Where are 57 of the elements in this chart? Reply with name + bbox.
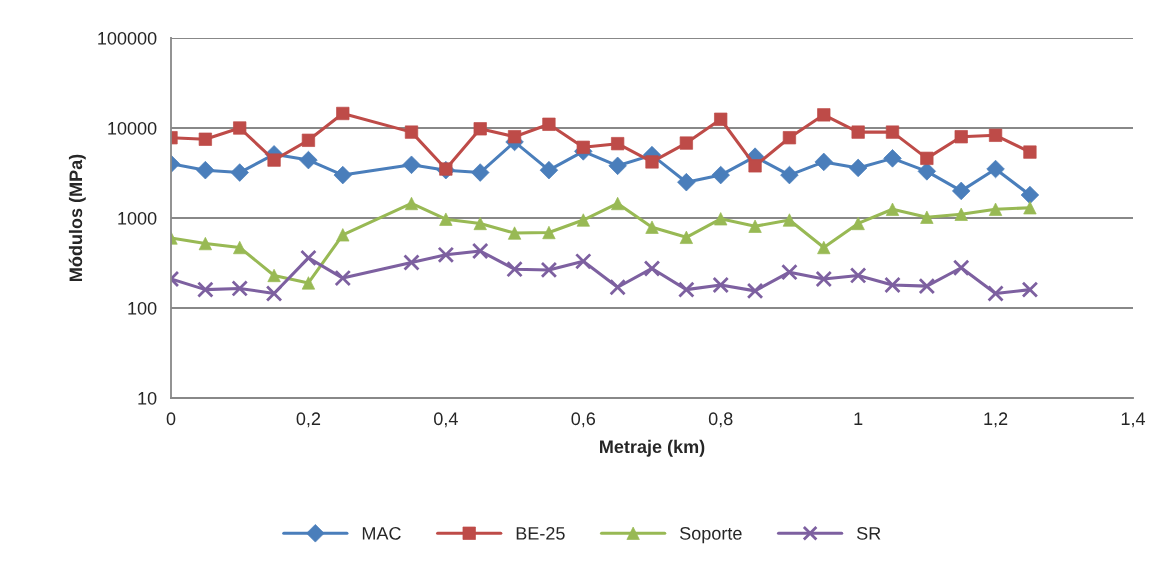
legend-label: SR	[856, 526, 881, 540]
point	[678, 281, 695, 298]
point	[952, 259, 970, 277]
point	[437, 246, 455, 264]
x-tick-label: 0,6	[571, 412, 596, 428]
x-tick-label: 1	[854, 412, 863, 425]
x-tick-label: 0,2	[296, 412, 321, 428]
point	[712, 276, 730, 294]
y-tick-label: 100	[128, 301, 157, 315]
point	[540, 261, 558, 279]
point	[918, 277, 936, 295]
point	[301, 133, 316, 147]
point	[231, 280, 249, 297]
y-tick-label: 10	[138, 391, 157, 405]
legend-label: BE-25	[516, 526, 565, 540]
point	[299, 150, 318, 170]
legend-label: Soporte	[680, 526, 742, 544]
y-tick-label: 1000	[118, 211, 157, 225]
point	[746, 282, 764, 300]
point	[333, 165, 352, 185]
point	[917, 162, 937, 181]
point	[987, 285, 1004, 302]
x-tick-label: 1,4	[1121, 412, 1146, 428]
x-axis-title: Metraje (km)	[600, 439, 705, 457]
point	[233, 121, 247, 135]
point	[471, 242, 489, 260]
point	[988, 128, 1003, 142]
point	[781, 263, 798, 281]
point	[404, 196, 419, 211]
point	[506, 260, 523, 278]
point	[300, 249, 317, 267]
x-tick-label: 0,8	[708, 412, 733, 428]
point	[920, 151, 934, 165]
point	[576, 140, 590, 154]
point	[609, 278, 626, 296]
x-tick-label: 0,4	[434, 412, 458, 428]
y-tick-label: 10000	[108, 121, 157, 135]
point	[198, 132, 212, 146]
legend-label: MAC	[362, 526, 401, 540]
point	[403, 254, 420, 271]
x-tick-label: 0	[166, 412, 176, 426]
point	[542, 117, 556, 131]
point	[815, 270, 833, 288]
y-tick-label: 100000	[98, 31, 157, 45]
y-axis-title: Módulos (MPa)	[68, 154, 86, 281]
point	[336, 106, 350, 121]
point	[197, 281, 214, 298]
point	[954, 207, 968, 221]
point	[334, 269, 352, 287]
point	[1021, 281, 1039, 298]
point	[574, 253, 592, 270]
point	[884, 276, 901, 294]
point	[643, 260, 661, 277]
point	[849, 267, 867, 284]
point	[542, 225, 556, 240]
x-tick-label: 1,2	[984, 412, 1008, 428]
point	[265, 285, 283, 302]
